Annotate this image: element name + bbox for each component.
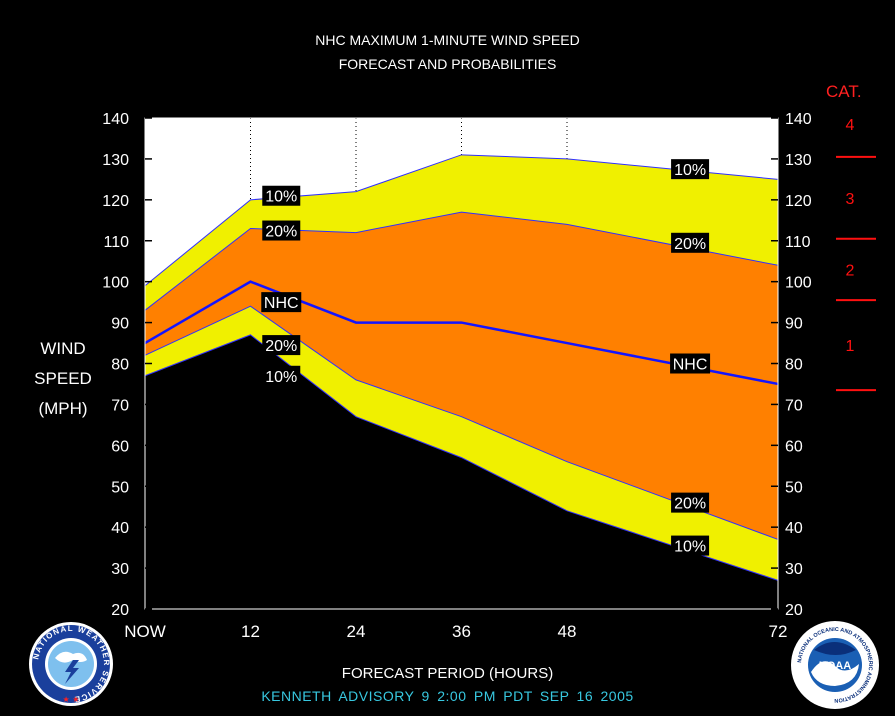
- y-tick-label-left: 130: [102, 152, 129, 169]
- category-label: 4: [846, 117, 855, 134]
- advisory-text: KENNETH ADVISORY 9 2:00 PM PDT SEP 16 20…: [261, 688, 634, 704]
- y-tick-label-left: 110: [103, 234, 129, 251]
- annotation-label: NHC: [673, 357, 708, 374]
- y-tick-label-left: 90: [111, 316, 129, 333]
- noaa-logo-icon: NOAA NATIONAL OCEANIC AND ATMOSPHERIC AD…: [791, 621, 879, 709]
- y-axis-label-line3: (MPH): [38, 399, 88, 418]
- annotation-box: [262, 365, 301, 386]
- y-tick-label-left: 140: [102, 111, 129, 128]
- annotation-label: 10%: [265, 189, 297, 206]
- series-line-upper-10: [144, 154, 779, 287]
- category-label: 1: [846, 338, 855, 355]
- annotation-box: [671, 492, 710, 513]
- y-tick-label-left: 20: [111, 602, 129, 619]
- annotation-label: 20%: [265, 338, 297, 355]
- y-tick-label-right: 110: [785, 234, 811, 251]
- y-axis-label-line2: SPEED: [34, 369, 92, 388]
- annotation-label: 10%: [265, 369, 297, 386]
- annotation-box: [671, 535, 710, 556]
- annotation-label: NHC: [264, 295, 299, 312]
- x-tick-label: 48: [558, 622, 577, 641]
- y-axis-label-line1: WIND: [40, 339, 86, 358]
- x-tick-label: 24: [347, 622, 366, 641]
- y-tick-label-right: 140: [785, 111, 812, 128]
- series-line-upper-20: [144, 211, 779, 311]
- y-tick-label-right: 50: [785, 479, 803, 496]
- category-label: 2: [846, 262, 855, 279]
- y-tick-label-right: 80: [785, 357, 803, 374]
- y-tick-label-right: 120: [785, 193, 812, 210]
- y-tick-label-right: 90: [785, 316, 803, 333]
- x-tick-label: NOW: [124, 622, 166, 641]
- annotation-box: [261, 292, 302, 313]
- category-label: 3: [846, 191, 855, 208]
- x-tick-label: 36: [452, 622, 471, 641]
- y-tick-label-left: 80: [111, 357, 129, 374]
- noaa-logo-text: NOAA: [819, 660, 851, 672]
- annotation-label: 20%: [265, 224, 297, 241]
- chart-title-line1: NHC MAXIMUM 1-MINUTE WIND SPEED: [315, 32, 580, 48]
- annotation-label: 10%: [674, 539, 706, 556]
- x-axis-label: FORECAST PERIOD (HOURS): [341, 665, 554, 682]
- annotation-box: [262, 185, 301, 206]
- y-tick-label-right: 130: [785, 152, 812, 169]
- y-tick-label-left: 50: [111, 479, 129, 496]
- annotation-label: 10%: [674, 162, 706, 179]
- y-tick-label-left: 120: [102, 193, 129, 210]
- y-tick-label-right: 30: [785, 561, 803, 578]
- y-tick-label-right: 70: [785, 397, 803, 414]
- annotation-box: [671, 232, 710, 253]
- x-tick-label: 72: [769, 622, 788, 641]
- annotation-label: 20%: [674, 496, 706, 513]
- x-tick-label: 12: [241, 622, 260, 641]
- svg-text:★ ★: ★ ★: [63, 695, 80, 704]
- annotation-box: [670, 353, 711, 374]
- y-tick-label-left: 30: [111, 561, 129, 578]
- annotation-box: [671, 159, 710, 180]
- annotation-box: [262, 335, 301, 356]
- y-tick-label-right: 40: [785, 520, 803, 537]
- y-tick-label-right: 20: [785, 602, 803, 619]
- band-20-percent: [145, 212, 778, 540]
- nws-logo-icon: NATIONAL WEATHER SERVICE ★ ★: [29, 622, 113, 706]
- annotation-box: [262, 220, 301, 241]
- y-tick-label-left: 60: [111, 438, 129, 455]
- series-line-nhc: [144, 280, 779, 386]
- y-tick-label-left: 40: [111, 520, 129, 537]
- category-title: CAT.: [826, 82, 862, 101]
- annotation-label: 20%: [674, 236, 706, 253]
- series-line-lower-10: [144, 334, 779, 581]
- chart-title-line2: FORECAST AND PROBABILITIES: [338, 56, 557, 72]
- y-tick-label-left: 100: [102, 275, 129, 292]
- series-line-lower-20: [144, 305, 779, 540]
- below-range-fill: [145, 334, 778, 609]
- y-tick-label-left: 70: [111, 397, 129, 414]
- y-tick-label-right: 60: [785, 438, 803, 455]
- y-tick-label-right: 100: [785, 275, 812, 292]
